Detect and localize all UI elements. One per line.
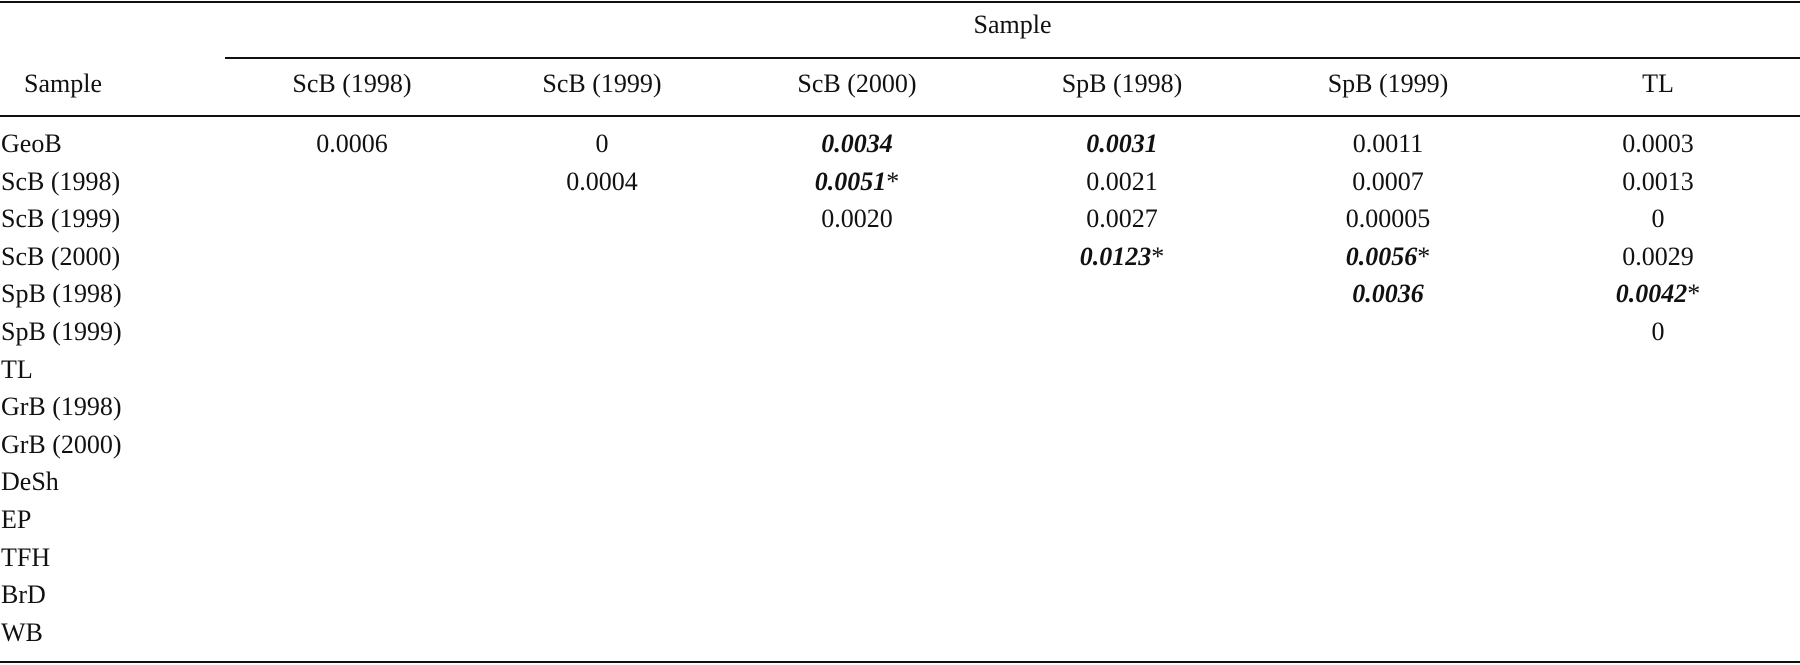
table-cell: 0.0020 [821, 204, 893, 234]
cell-value: 0.0036 [1352, 279, 1424, 309]
row-label: SpB (1999) [1, 317, 122, 346]
stub-header: Sample [24, 69, 102, 98]
table-cell: 0.0006 [316, 129, 388, 159]
significance-marker: * [886, 166, 900, 196]
table-cell: 0.0007 [1352, 167, 1424, 197]
table-cell: 0 [1652, 317, 1665, 347]
cell-value: 0.0006 [316, 129, 388, 158]
significance-marker: * [1687, 279, 1701, 309]
column-header: TL [1642, 69, 1674, 98]
header-bottom-rule [0, 115, 1800, 117]
column-group-header: Sample [973, 10, 1052, 39]
column-header: ScB (2000) [797, 69, 917, 98]
table-cell: 0.0031 [1086, 129, 1158, 159]
row-label: EP [1, 505, 32, 534]
column-header: SpB (1999) [1327, 69, 1449, 98]
row-label: ScB (2000) [1, 241, 121, 271]
cell-value: 0.0004 [566, 166, 638, 196]
cell-value: 0.0029 [1622, 241, 1694, 271]
cell-value: 0.0027 [1086, 204, 1158, 234]
row-label: GrB (2000) [1, 429, 122, 459]
column-header: ScB (1999) [542, 69, 662, 98]
row-label: GrB (1998) [1, 392, 122, 422]
column-header: ScB (1998) [292, 69, 412, 98]
table-cell: 0.0034 [821, 129, 893, 159]
cell-value: 0.0003 [1622, 129, 1694, 158]
row-label: BrD [1, 580, 46, 610]
cell-value: 0 [1651, 317, 1665, 346]
table-cell: 0.0021 [1086, 167, 1158, 197]
cell-value: 0.00005 [1345, 204, 1431, 234]
row-label: ScB (1998) [1, 166, 121, 196]
significance-marker: * [1417, 241, 1431, 271]
table-cell: 0.0013 [1622, 167, 1694, 197]
cell-value: 0.0007 [1352, 166, 1424, 196]
cell-value: 0.0031 [1086, 129, 1158, 158]
cell-value: 0.0013 [1622, 166, 1694, 196]
cell-value: 0 [595, 129, 609, 158]
table-cell: 0.0056* [1346, 242, 1431, 272]
table-bottom-rule [0, 661, 1800, 663]
table-cell: 0.0011 [1353, 129, 1424, 159]
table-cell: 0.0042* [1616, 279, 1701, 309]
cell-value: 0.0020 [821, 204, 893, 234]
table-top-rule [0, 1, 1800, 3]
cell-value: 0.0021 [1086, 166, 1158, 196]
row-label: ScB (1999) [1, 204, 121, 234]
row-label: TL [1, 354, 33, 384]
column-group-rule [225, 57, 1800, 59]
row-label: DeSh [1, 467, 59, 497]
table-cell: 0.0123* [1080, 242, 1165, 272]
cell-value: 0.0056 [1345, 241, 1418, 271]
table-cell: 0.0051* [815, 167, 900, 197]
table-cell: 0.0036 [1352, 279, 1424, 309]
table-cell: 0.0004 [566, 167, 638, 197]
significance-marker: * [1151, 241, 1165, 271]
row-label: TFH [1, 542, 51, 572]
cell-value: 0.0051 [814, 166, 887, 196]
row-label: GeoB [1, 129, 62, 158]
row-label: SpB (1998) [1, 279, 122, 309]
table-cell: 0.0029 [1622, 242, 1694, 272]
cell-value: 0.0034 [821, 129, 893, 158]
table-cell: 0.00005 [1346, 204, 1431, 234]
table-cell: 0 [596, 129, 609, 159]
cell-value: 0 [1651, 204, 1665, 234]
row-label: WB [1, 617, 43, 647]
table-cell: 0.0027 [1086, 204, 1158, 234]
table-cell: 0 [1652, 204, 1665, 234]
table-cell: 0.0003 [1622, 129, 1694, 159]
column-header: SpB (1998) [1061, 69, 1183, 98]
cell-value: 0.0042 [1615, 279, 1688, 309]
cell-value: 0.0011 [1352, 129, 1424, 158]
cell-value: 0.0123 [1079, 241, 1152, 271]
